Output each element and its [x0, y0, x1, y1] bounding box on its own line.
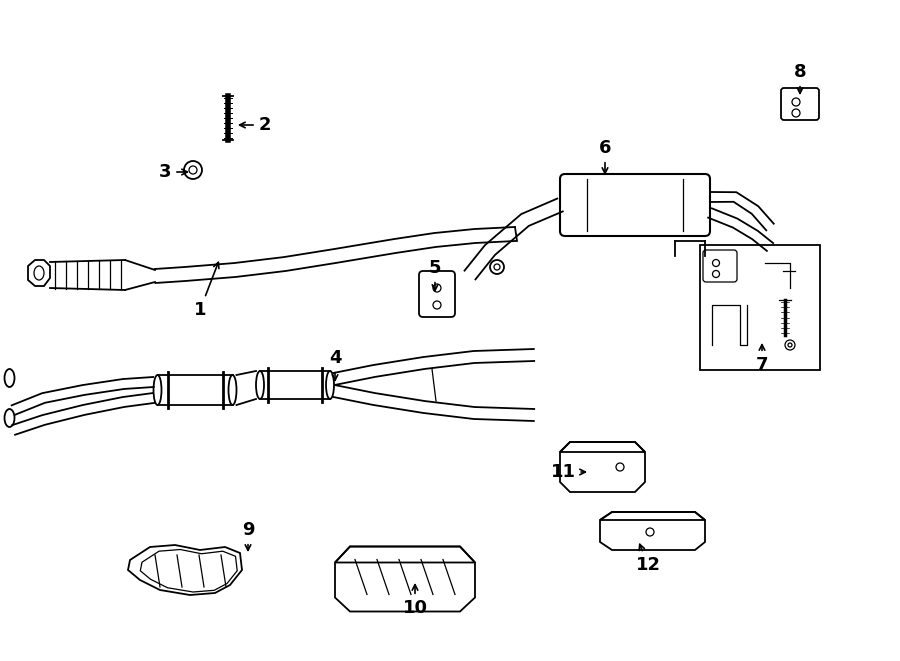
- Text: 7: 7: [756, 344, 769, 374]
- Text: 1: 1: [194, 262, 219, 319]
- Text: 4: 4: [328, 349, 341, 380]
- Text: 11: 11: [551, 463, 585, 481]
- Text: 3: 3: [158, 163, 187, 181]
- Text: 2: 2: [239, 116, 271, 134]
- Text: 5: 5: [428, 259, 441, 290]
- Text: 9: 9: [242, 521, 254, 551]
- Text: 10: 10: [402, 584, 428, 617]
- Text: 8: 8: [794, 63, 806, 93]
- Bar: [700, 245, 820, 370]
- Text: 12: 12: [635, 544, 661, 574]
- Text: 6: 6: [598, 139, 611, 173]
